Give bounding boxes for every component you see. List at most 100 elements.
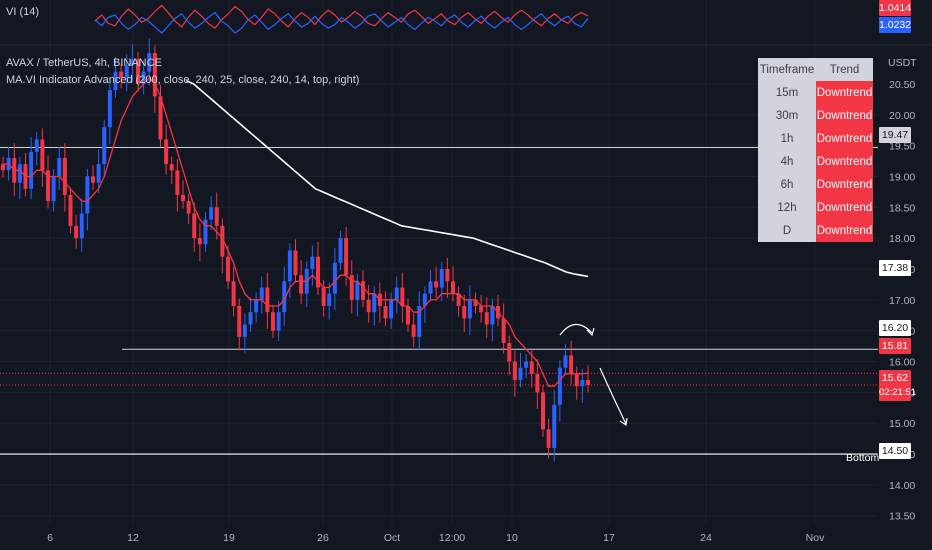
- bottom-level-label: Bottom: [846, 452, 880, 464]
- indicator-legend[interactable]: MA.VI Indicator Advanced (200, close, 24…: [6, 74, 360, 86]
- x-tick-label: Oct: [384, 532, 400, 544]
- candle: [552, 389, 557, 462]
- candle: [74, 214, 79, 249]
- candle-body: [136, 59, 140, 84]
- candle: [332, 248, 337, 311]
- candle: [383, 291, 388, 326]
- y-tick-label: 15.00: [889, 418, 915, 430]
- candle-body: [541, 392, 545, 430]
- candle: [237, 298, 242, 351]
- candle: [85, 169, 90, 231]
- candle: [366, 285, 371, 323]
- timeframe-cell: 6h: [758, 173, 816, 196]
- candle: [29, 136, 34, 200]
- candle-body: [394, 287, 399, 300]
- vi-minus-value-tag: 1.0232: [879, 17, 912, 33]
- candle: [136, 51, 140, 92]
- vi-pane-label[interactable]: VI (14): [6, 6, 40, 18]
- candle-body: [411, 324, 416, 337]
- time-axis[interactable]: 6 12 19 26 Oct 12:00 10 17 24 Nov: [47, 532, 825, 544]
- candle: [389, 292, 394, 329]
- candle: [113, 56, 118, 98]
- candle: [242, 313, 247, 354]
- candle-body: [46, 170, 50, 202]
- candle-body: [383, 306, 388, 319]
- candle: [479, 294, 484, 323]
- candle: [265, 272, 270, 329]
- candle: [17, 156, 22, 200]
- candle-body: [355, 281, 360, 300]
- candle: [79, 198, 84, 252]
- x-tick-label: 12:00: [439, 532, 465, 544]
- candle: [484, 297, 489, 339]
- candle: [197, 223, 202, 261]
- candle-body: [79, 213, 84, 239]
- down-arrow-head: [619, 417, 628, 427]
- trend-row: 12h Downtrend: [758, 196, 873, 219]
- trend-cell: Downtrend: [816, 196, 873, 219]
- trend-table-header: Timeframe Trend: [758, 58, 873, 81]
- candle-body: [451, 281, 455, 294]
- candle-body: [574, 373, 579, 387]
- candle-body: [445, 268, 450, 282]
- candle: [473, 292, 478, 314]
- candle-body: [181, 194, 185, 202]
- horizontal-levels: [0, 146, 878, 455]
- candle: [501, 303, 506, 354]
- candle: [293, 239, 298, 283]
- candle-body: [141, 71, 146, 84]
- y-tick-label: 17.00: [889, 295, 915, 307]
- vortex-indicator-pane: [0, 4, 932, 46]
- trend-cell: Downtrend: [816, 127, 873, 150]
- candle-body: [366, 299, 371, 313]
- trend-row: 1h Downtrend: [758, 127, 873, 150]
- y-tick-label: 18.00: [889, 233, 915, 245]
- candle-body: [102, 127, 107, 165]
- candle-body: [546, 429, 551, 448]
- candle-body: [254, 299, 259, 313]
- candle-body: [113, 71, 118, 91]
- level-tag-16-20: 16.20: [879, 320, 911, 336]
- candle: [40, 128, 45, 187]
- candle: [361, 270, 365, 308]
- candle: [512, 350, 517, 397]
- ma-slow-tag: 17.38: [879, 260, 911, 276]
- trend-row: D Downtrend: [758, 219, 873, 242]
- candle: [152, 45, 157, 113]
- candle: [231, 266, 236, 317]
- candle-body: [535, 373, 540, 393]
- candle-body: [434, 281, 439, 288]
- candle: [428, 270, 433, 302]
- candle-body: [299, 275, 304, 294]
- candle-body: [158, 96, 163, 140]
- candle-body: [428, 281, 433, 294]
- candle-body: [62, 157, 67, 195]
- candle-body: [85, 176, 90, 214]
- candle: [259, 276, 264, 314]
- candle: [338, 230, 343, 271]
- candle-body: [524, 361, 529, 368]
- candle: [107, 78, 112, 144]
- candle-body: [580, 380, 585, 387]
- candle: [321, 280, 326, 317]
- x-tick-label: 26: [317, 532, 329, 544]
- ma-slow-line: [186, 80, 589, 278]
- y-tick-label: 19.50: [889, 141, 915, 153]
- candle-body: [406, 306, 410, 325]
- candle: [434, 266, 439, 298]
- last-price-tag: 15.62: [879, 370, 911, 386]
- symbol-legend[interactable]: AVAX / TetherUS, 4h, BINANCE: [6, 57, 162, 69]
- candle-body: [40, 139, 45, 171]
- candle-body: [1, 164, 5, 171]
- y-tick-label: 20.00: [889, 110, 915, 122]
- candle-body: [51, 176, 56, 202]
- candle: [181, 180, 185, 209]
- candle: [282, 266, 287, 326]
- candle: [226, 245, 230, 289]
- candle: [563, 344, 568, 376]
- candle-body: [557, 367, 562, 405]
- candle: [169, 156, 174, 184]
- candle: [586, 365, 590, 393]
- candle-body: [276, 312, 281, 331]
- candle-body: [467, 299, 472, 319]
